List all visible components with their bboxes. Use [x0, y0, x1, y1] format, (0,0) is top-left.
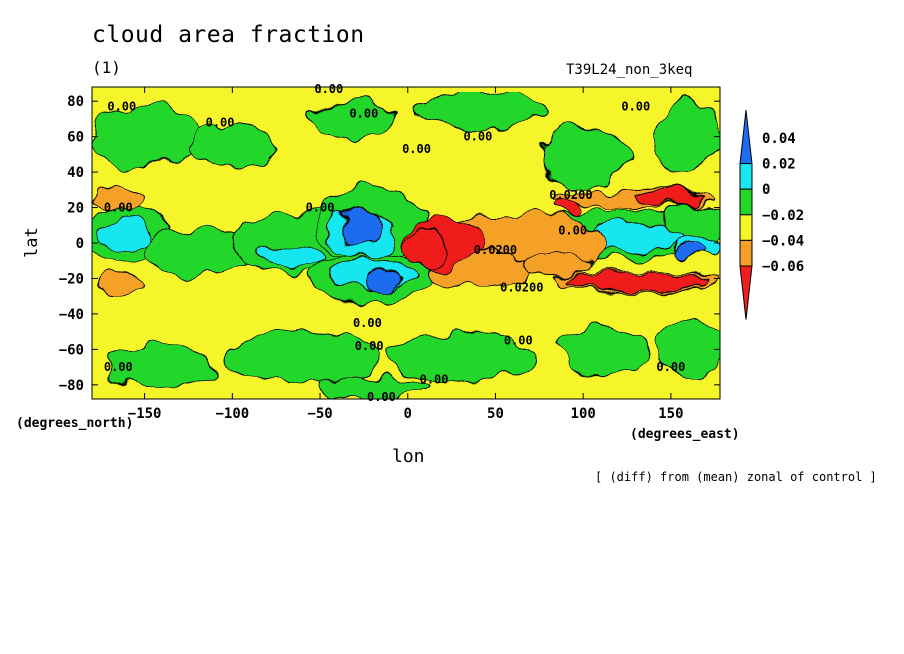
field-region [92, 189, 146, 212]
contour-label: 0.00 [504, 334, 533, 348]
field-region [652, 100, 720, 173]
colorbar-label: −0.06 [762, 259, 804, 275]
x-axis-label: lon [392, 446, 425, 467]
x-tick-label: −150 [128, 406, 162, 422]
field-region [92, 104, 198, 170]
field-region [565, 274, 707, 290]
contour-label: 0.00 [104, 360, 133, 374]
contour-label: 0.0200 [549, 188, 592, 202]
chart-subtitle: (1) [92, 58, 121, 77]
colorbar-segment [739, 265, 753, 320]
colorbar-label: 0.04 [762, 131, 796, 147]
field-region [554, 199, 577, 216]
y-tick-label: 40 [67, 165, 84, 181]
field-region [521, 249, 593, 279]
contour-label: 0.00 [349, 107, 378, 121]
field-region [359, 267, 403, 290]
x-axis-units: (degrees_east) [630, 427, 740, 442]
chart-caption: [ (diff) from (mean) zonal of control ] [595, 470, 877, 484]
field-region [92, 274, 146, 297]
contour-label: 0.00 [353, 316, 382, 330]
contour-label: 0.00 [355, 339, 384, 353]
field-region [310, 100, 400, 138]
field-region [223, 329, 382, 388]
field-region [556, 324, 646, 375]
x-tick-label: 50 [487, 406, 504, 422]
y-tick-label: −20 [59, 271, 84, 287]
colorbar-label: −0.04 [762, 233, 804, 249]
field-region [319, 377, 426, 399]
y-tick-label: 0 [76, 236, 84, 252]
x-axis-ticks: −150 −100 −50 0 50 100 150 [128, 87, 684, 422]
contour-label: 0.00 [314, 82, 343, 96]
contour-label: 0.00 [420, 373, 449, 387]
chart-title: cloud area fraction [92, 22, 365, 48]
colorbar-segment [739, 214, 753, 241]
contour-label: 0.00 [656, 360, 685, 374]
x-tick-label: 0 [404, 406, 412, 422]
colorbar: 0.04 0.02 0 −0.02 −0.04 −0.06 [739, 109, 804, 320]
colorbar-segment [739, 188, 753, 216]
contour-label: 0.00 [104, 201, 133, 215]
x-tick-label: 100 [571, 406, 596, 422]
field-region [407, 91, 549, 129]
x-tick-label: −50 [307, 406, 332, 422]
y-tick-label: 80 [67, 94, 84, 110]
x-tick-label: −100 [215, 406, 249, 422]
field-region [673, 244, 703, 260]
colorbar-label: −0.02 [762, 208, 804, 224]
field-region [258, 246, 330, 269]
y-tick-label: −40 [59, 307, 84, 323]
y-axis-ticks: −80 −60 −40 −20 0 20 40 60 80 [59, 94, 720, 394]
contour-label: 0.0200 [500, 280, 543, 294]
colorbar-label: 0 [762, 182, 770, 198]
contour-label: 0.00 [107, 100, 136, 114]
colorbar-segment [739, 239, 753, 267]
y-axis-units: (degrees_north) [16, 416, 134, 431]
y-tick-label: −60 [59, 342, 84, 358]
contour-label: 0.00 [367, 390, 396, 404]
field-region [389, 332, 532, 384]
contour-label: 0.00 [402, 142, 431, 156]
field-region [635, 191, 707, 207]
contour-field [92, 87, 720, 399]
field-region [538, 121, 628, 187]
field-region [100, 219, 154, 249]
colorbar-segment [739, 109, 753, 165]
contour-labels: 0.00 0.00 0.00 0.00 0.00 0.00 0.00 0.00 0.00 0.02… [104, 82, 685, 404]
x-tick-label: 150 [658, 406, 683, 422]
field-blobs [92, 91, 720, 399]
run-label: T39L24_non_3keq [566, 62, 693, 78]
field-region [403, 228, 447, 265]
contour-label: 0.00 [558, 224, 587, 238]
y-tick-label: −80 [59, 378, 84, 394]
field-region [342, 203, 386, 248]
colorbar-segment [739, 163, 753, 190]
contour-label: 0.00 [306, 201, 335, 215]
y-tick-label: 20 [67, 201, 84, 217]
contour-label: 0.00 [463, 130, 492, 144]
field-region [187, 123, 277, 168]
contour-label: 0.0200 [474, 243, 517, 257]
contour-label: 0.00 [206, 115, 235, 129]
contour-label: 0.00 [621, 100, 650, 114]
field-region [652, 320, 720, 379]
field-region [109, 345, 216, 389]
colorbar-label: 0.02 [762, 157, 796, 173]
field-region [144, 226, 251, 278]
y-tick-label: 60 [67, 130, 84, 146]
